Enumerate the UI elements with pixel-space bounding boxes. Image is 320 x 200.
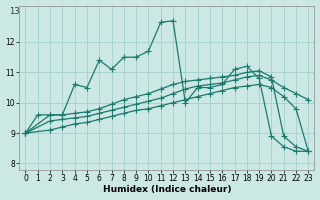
X-axis label: Humidex (Indice chaleur): Humidex (Indice chaleur) bbox=[103, 185, 231, 194]
Text: 13: 13 bbox=[9, 7, 19, 16]
